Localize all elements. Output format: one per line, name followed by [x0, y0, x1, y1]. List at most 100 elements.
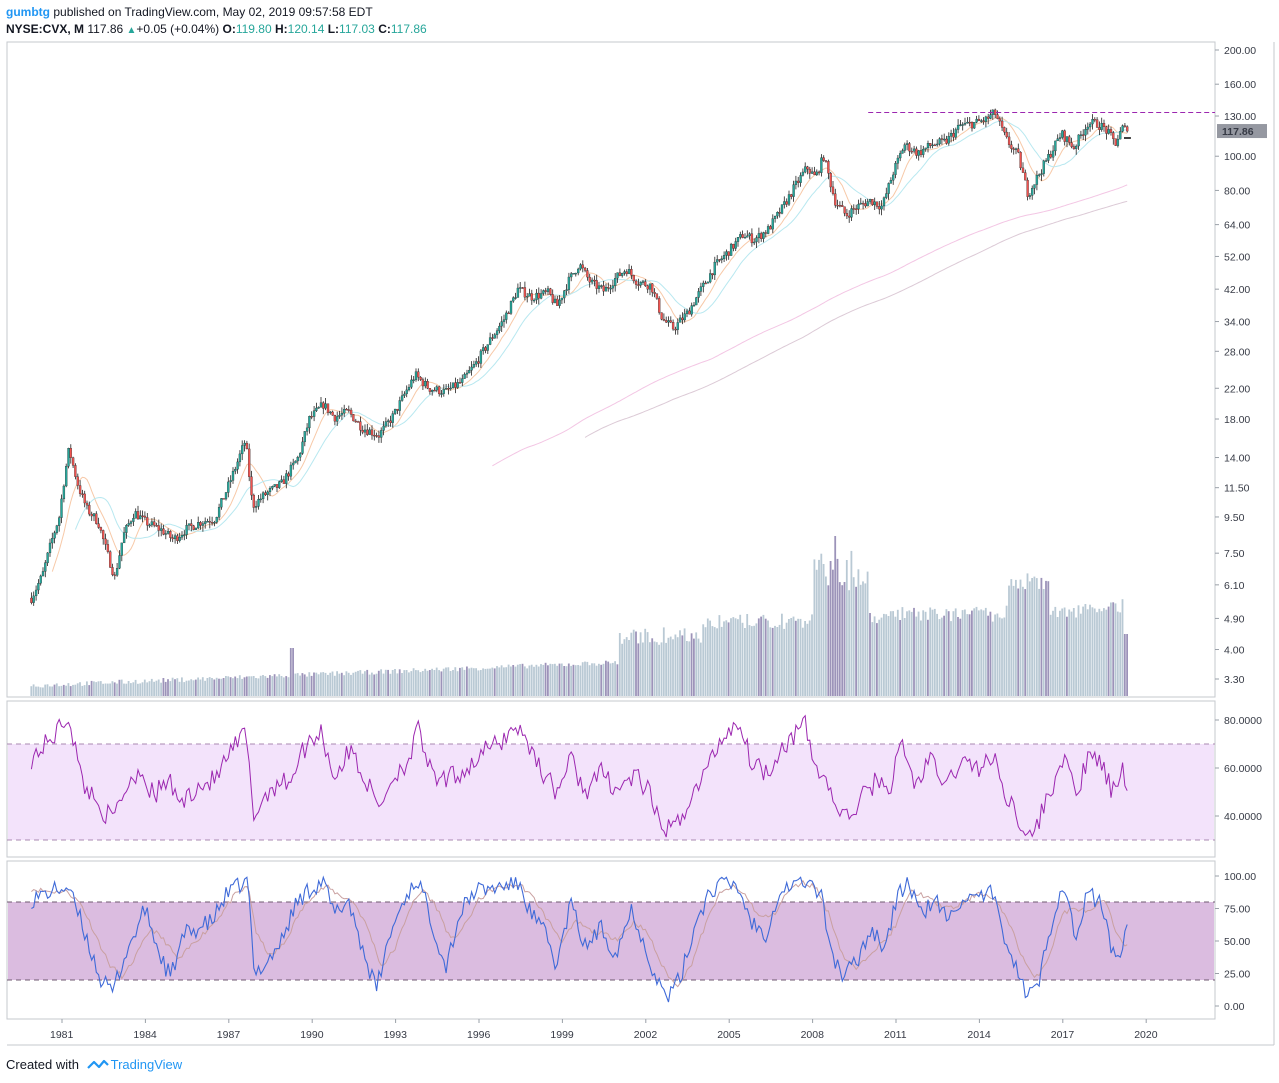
candle-body — [713, 261, 716, 276]
candle — [952, 128, 955, 142]
candle — [838, 201, 842, 208]
volume-bar — [1082, 606, 1084, 696]
volume-bar — [690, 633, 693, 696]
volume-bar — [697, 638, 700, 696]
volume-bar — [635, 631, 637, 696]
volume-bar — [899, 620, 901, 696]
volume-bar — [630, 632, 633, 696]
candle-body — [905, 143, 909, 145]
volume-bar — [686, 641, 688, 696]
volume-bar — [111, 681, 114, 696]
candle-body — [878, 206, 881, 210]
high-label: H: — [275, 22, 288, 36]
candle — [438, 385, 441, 397]
candle-body — [1049, 154, 1052, 158]
time-tick-label: 1987 — [217, 1029, 241, 1041]
candle — [433, 387, 436, 392]
volume-bar — [1038, 588, 1040, 696]
price-pane[interactable] — [30, 108, 1215, 696]
volume-bar — [750, 626, 753, 696]
candle — [806, 165, 809, 175]
candle — [488, 332, 492, 346]
candle-body — [514, 297, 517, 299]
candle-body — [760, 233, 763, 239]
candle-body — [1063, 130, 1066, 142]
candle-body — [1044, 160, 1048, 162]
candle-body — [1054, 140, 1057, 152]
volume-bar — [628, 640, 630, 696]
volume-bar — [519, 664, 521, 696]
volume-bar — [486, 668, 489, 696]
candle-body — [1047, 154, 1050, 161]
candle-body — [699, 286, 703, 292]
volume-bar — [808, 620, 811, 696]
candle-body — [532, 299, 536, 302]
candle — [968, 117, 971, 127]
volume-bar — [1114, 603, 1117, 696]
volume-bar — [357, 670, 359, 696]
candle-body — [565, 289, 568, 291]
author-link[interactable]: gumbtg — [6, 5, 50, 19]
volume-bar — [727, 622, 730, 696]
volume-bar — [162, 678, 165, 696]
volume-bar — [248, 676, 250, 696]
candle — [449, 382, 452, 391]
candle — [456, 379, 459, 389]
price-tick-label: 130.00 — [1224, 111, 1256, 123]
candle-body — [458, 382, 462, 384]
volume-bar — [46, 684, 49, 696]
candle — [834, 188, 837, 208]
candle-body — [665, 320, 668, 323]
candle-body — [542, 290, 545, 294]
volume-bar — [489, 668, 491, 696]
volume-bar — [350, 674, 352, 696]
candle-body — [447, 388, 450, 390]
volume-bar — [660, 642, 663, 696]
candle — [465, 369, 469, 378]
candle — [71, 456, 75, 468]
candle — [648, 283, 652, 296]
volume-bar — [250, 676, 253, 696]
volume-bar — [614, 661, 616, 696]
volume-bar — [391, 670, 394, 696]
stoch-tick-label: 50.00 — [1224, 936, 1250, 948]
candle — [62, 484, 66, 503]
volume-bar — [1052, 610, 1054, 696]
candle — [273, 484, 276, 488]
candle — [447, 383, 450, 395]
candle-body — [567, 276, 571, 290]
candles — [30, 108, 1129, 606]
candle — [1093, 117, 1096, 123]
footer: Created with TradingView — [6, 1057, 182, 1074]
candle — [577, 267, 580, 276]
candle-body — [484, 347, 487, 351]
candle-body — [1116, 138, 1120, 146]
volume-bar — [95, 682, 98, 696]
volume-bar — [120, 679, 123, 696]
candle-body — [546, 288, 550, 292]
volume-bar — [836, 558, 839, 696]
candle-body — [855, 208, 858, 210]
candle-body — [711, 273, 714, 276]
candle-body — [187, 523, 191, 526]
candle — [1005, 127, 1008, 139]
volume-bar — [829, 561, 832, 696]
candle-body — [936, 143, 939, 146]
candle — [264, 490, 267, 496]
candle-body — [790, 194, 793, 197]
candle-body — [892, 174, 895, 181]
candle — [329, 411, 332, 415]
candle-body — [1114, 138, 1117, 146]
candle — [857, 199, 860, 214]
candle-body — [574, 272, 577, 275]
candle-body — [391, 413, 394, 423]
tradingview-brand[interactable]: TradingView — [110, 1057, 183, 1072]
candle — [305, 423, 309, 436]
candle-body — [375, 435, 378, 437]
low-label: L: — [327, 22, 340, 36]
candle-body — [690, 305, 693, 315]
candle — [391, 410, 394, 428]
